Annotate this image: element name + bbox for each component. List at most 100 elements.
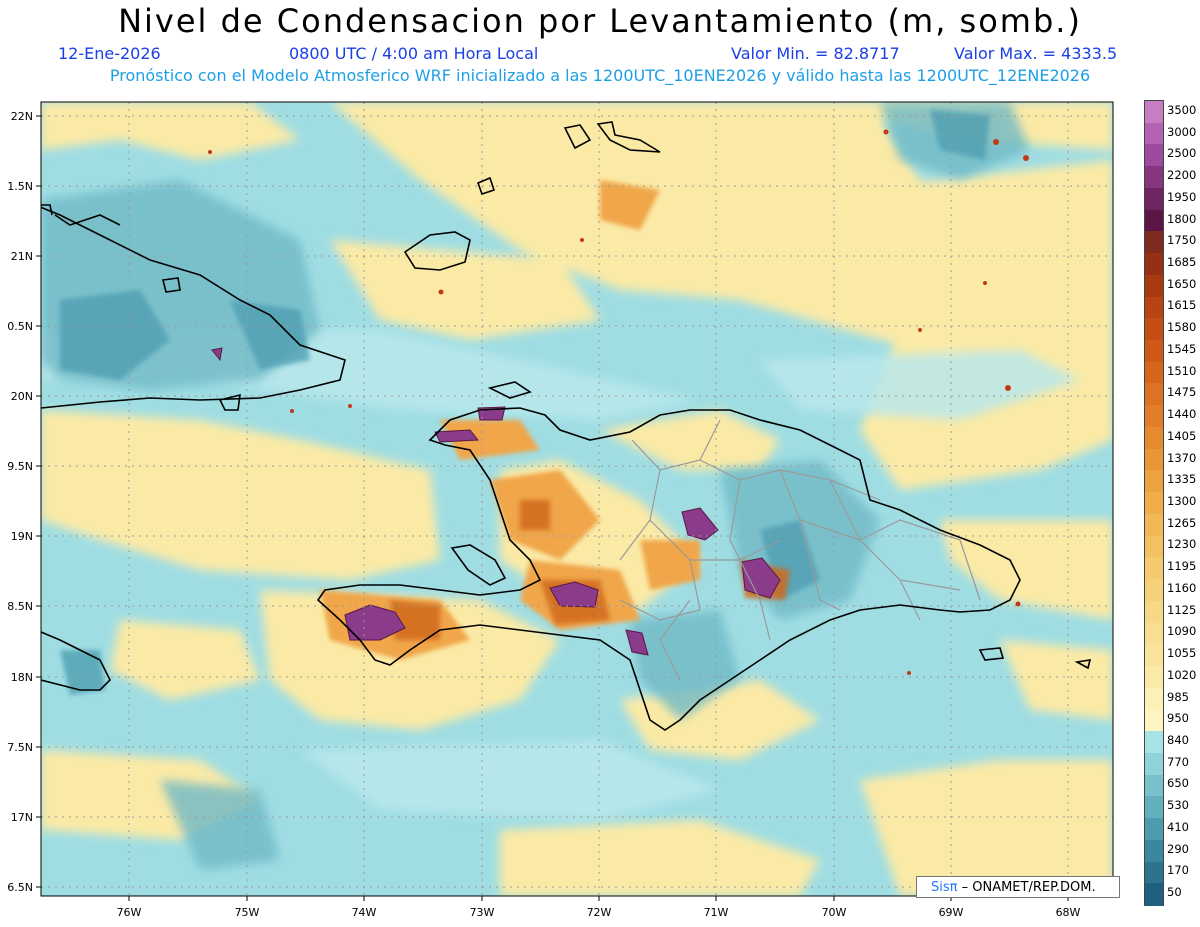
lon-label: 70W <box>822 906 847 919</box>
map-title: Nivel de Condensacion por Levantamiento … <box>118 2 1082 40</box>
lat-label: 21N <box>11 250 33 263</box>
lat-label: 22N <box>11 110 33 123</box>
colorbar-swatch <box>1145 166 1163 189</box>
forecast-time: 0800 UTC / 4:00 am Hora Local <box>289 44 539 63</box>
lat-label: 1.5N <box>7 180 33 193</box>
colorbar-label: 50 <box>1167 885 1182 900</box>
colorbar-label: 2200 <box>1167 168 1197 183</box>
lat-label: 19N <box>11 530 33 543</box>
colorbar-swatch <box>1145 231 1163 254</box>
colorbar-label: 3000 <box>1167 124 1197 139</box>
colorbar-swatch <box>1145 101 1163 124</box>
colorbar-label: 1160 <box>1167 580 1197 595</box>
colorbar-swatch <box>1145 557 1163 580</box>
colorbar-swatch <box>1145 839 1163 863</box>
lon-label: 71W <box>704 906 729 919</box>
colorbar-label: 1650 <box>1167 276 1197 291</box>
colorbar-label: 1545 <box>1167 341 1197 356</box>
colorbar-swatch <box>1145 600 1163 624</box>
colorbar-swatch <box>1145 774 1163 797</box>
lon-label: 76W <box>117 906 142 919</box>
colorbar-label: 1370 <box>1167 450 1197 465</box>
province-boundaries <box>619 419 981 681</box>
colorbar-swatch <box>1145 426 1163 450</box>
colorbar-swatch <box>1145 296 1163 319</box>
colorbar-swatch <box>1145 579 1163 602</box>
colorbar-swatch <box>1145 361 1163 385</box>
colorbar-label: 1510 <box>1167 363 1197 378</box>
model-description: Pronóstico con el Modelo Atmosferico WRF… <box>109 66 1091 85</box>
colorbar-swatch <box>1145 883 1163 906</box>
colorbar-label: 1950 <box>1167 189 1197 204</box>
colorbar-swatch <box>1145 122 1163 146</box>
colorbar-label: 1580 <box>1167 320 1197 335</box>
colorbar-swatch <box>1145 796 1163 819</box>
colorbar-swatch <box>1145 687 1163 711</box>
colorbar-label: 410 <box>1167 819 1189 834</box>
lon-label: 74W <box>352 906 377 919</box>
colorbar-swatch <box>1145 622 1163 645</box>
credit-text: – ONAMET/REP.DOM. <box>957 880 1096 895</box>
colorbar-swatch <box>1145 470 1163 493</box>
colorbar-label: 770 <box>1167 754 1189 769</box>
min-value: Valor Min. = 82.8717 <box>731 44 900 63</box>
colorbar-label: 1335 <box>1167 472 1197 487</box>
max-value: Valor Max. = 4333.5 <box>954 44 1118 63</box>
shaded-field <box>41 102 1113 896</box>
colorbar-swatch <box>1145 644 1163 667</box>
colorbar-label: 1195 <box>1167 559 1197 574</box>
colorbar-label: 1230 <box>1167 537 1197 552</box>
coastlines <box>41 121 1092 731</box>
colorbar-swatch <box>1145 209 1163 232</box>
lon-label: 68W <box>1056 906 1081 919</box>
colorbar-swatch <box>1145 144 1163 167</box>
colorbar-strip <box>1144 100 1164 906</box>
colorbar-label: 1685 <box>1167 254 1197 269</box>
forecast-date: 12-Ene-2026 <box>58 44 161 63</box>
lat-label: 8.5N <box>7 600 33 613</box>
colorbar-swatch <box>1145 665 1163 689</box>
colorbar-label: 1405 <box>1167 428 1197 443</box>
colorbar-label: 290 <box>1167 841 1189 856</box>
colorbar-swatch <box>1145 448 1163 471</box>
colorbar-label: 530 <box>1167 798 1189 813</box>
colorbar-swatch <box>1145 340 1163 363</box>
colorbar-label: 1265 <box>1167 515 1197 530</box>
colorbar-swatch <box>1145 818 1163 841</box>
colorbar-label: 1090 <box>1167 624 1197 639</box>
colorbar-swatch <box>1145 861 1163 884</box>
colorbar-swatch <box>1145 535 1163 558</box>
colorbar-swatch <box>1145 709 1163 732</box>
lat-label: 0.5N <box>7 320 33 333</box>
colorbar-label: 840 <box>1167 733 1189 748</box>
colorbar-label: 1615 <box>1167 298 1197 313</box>
colorbar-swatch <box>1145 513 1163 537</box>
colorbar-label: 1020 <box>1167 667 1197 682</box>
colorbar-label: 1750 <box>1167 233 1197 248</box>
lon-label: 75W <box>235 906 260 919</box>
colorbar-label: 3500 <box>1167 102 1197 117</box>
colorbar-label: 1440 <box>1167 407 1197 422</box>
credit-box: Sisπ – ONAMET/REP.DOM. <box>916 876 1120 898</box>
colorbar-swatch <box>1145 383 1163 406</box>
colorbar-label: 985 <box>1167 689 1189 704</box>
colorbar-label: 1125 <box>1167 602 1197 617</box>
colorbar-label: 170 <box>1167 863 1189 878</box>
colorbar-label: 2500 <box>1167 146 1197 161</box>
colorbar-swatch <box>1145 752 1163 776</box>
colorbar-label: 1300 <box>1167 494 1197 508</box>
colorbar-swatch <box>1145 187 1163 211</box>
lon-label: 72W <box>587 906 612 919</box>
sispi-logo-text: Sisπ <box>931 880 958 895</box>
colorbar-swatch <box>1145 492 1163 515</box>
lon-label: 69W <box>939 906 964 919</box>
colorbar-swatch <box>1145 253 1163 276</box>
lon-label: 73W <box>470 906 495 919</box>
lat-label: 7.5N <box>7 741 33 754</box>
colorbar-label: 950 <box>1167 711 1189 726</box>
colorbar-label: 1055 <box>1167 646 1197 661</box>
lat-label: 20N <box>11 390 33 403</box>
lat-label: 6.5N <box>7 881 33 894</box>
colorbar-label: 1800 <box>1167 211 1197 226</box>
